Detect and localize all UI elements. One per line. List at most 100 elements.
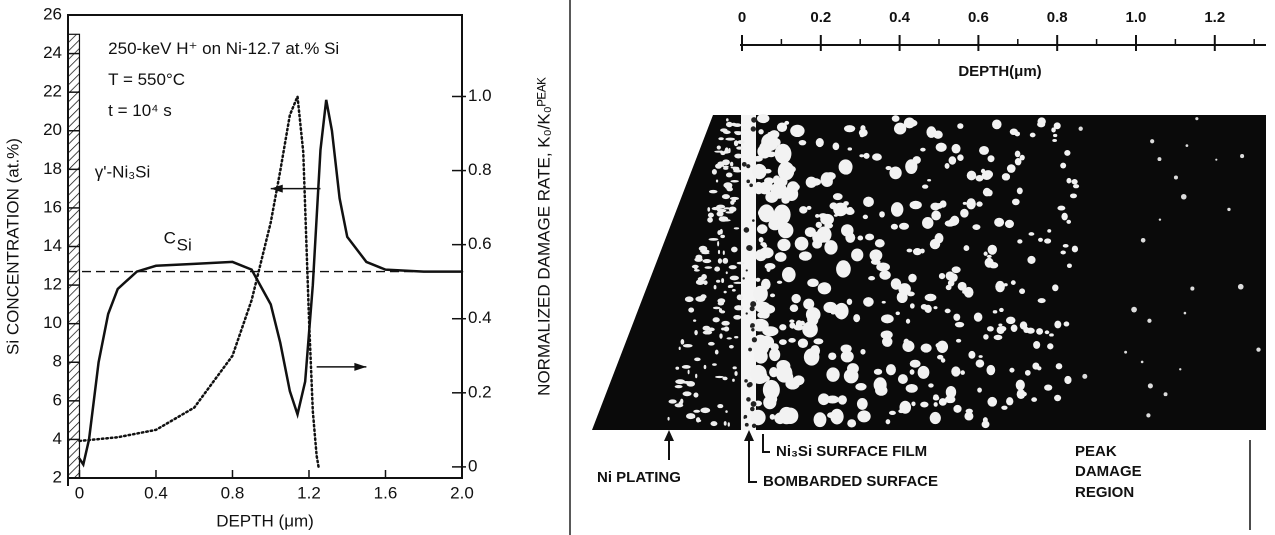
plating-speck: [733, 169, 743, 173]
annotation-arrowhead: [354, 362, 367, 371]
precipitate: [797, 338, 809, 349]
precipitate: [863, 297, 874, 307]
precipitate: [1053, 122, 1061, 130]
precipitate: [908, 119, 918, 127]
annotation-arrow: [748, 434, 757, 483]
precipitate: [948, 156, 957, 165]
y2-tick-label: 0.6: [468, 234, 492, 253]
plating-speck: [721, 278, 725, 284]
plating-speck: [702, 330, 713, 335]
precipitate: [776, 359, 791, 372]
precipitate: [755, 277, 761, 282]
precipitate: [833, 214, 838, 217]
plating-speck: [724, 184, 733, 190]
precipitate: [804, 227, 816, 238]
precipitate: [777, 161, 795, 181]
precipitate: [987, 244, 997, 255]
precipitate: [840, 350, 854, 363]
precipitate: [1005, 316, 1016, 325]
precipitate: [1021, 391, 1027, 397]
plating-speck: [724, 148, 729, 154]
precipitate: [843, 201, 849, 206]
peak-speck: [1215, 158, 1218, 161]
precipitate: [753, 288, 766, 298]
plating-speck: [722, 376, 728, 381]
plating-speck: [714, 266, 721, 272]
precipitate: [759, 376, 768, 383]
precipitate: [1032, 362, 1040, 370]
precipitate: [988, 262, 999, 269]
precipitate: [983, 187, 991, 197]
plating-speck: [693, 269, 700, 272]
plating-speck: [731, 289, 736, 292]
peak-speck: [1131, 306, 1137, 313]
plating-speck: [728, 206, 737, 213]
plating-speck: [720, 151, 726, 156]
precipitate: [843, 125, 856, 133]
precipitate: [769, 413, 776, 420]
plating-speck: [729, 275, 739, 281]
precipitate: [790, 124, 805, 138]
plating-speck: [717, 403, 724, 409]
precipitate: [769, 348, 781, 362]
plating-speck: [733, 281, 744, 284]
plating-speck: [717, 301, 725, 306]
precipitate: [909, 359, 921, 368]
annotation: T = 550°C: [108, 70, 185, 89]
precipitate: [803, 348, 820, 366]
precipitate: [813, 412, 827, 428]
surface-speck: [744, 422, 749, 427]
x-tick-label: 1.6: [374, 483, 398, 502]
precipitate: [922, 217, 934, 229]
plating-speck: [695, 417, 701, 423]
precipitate: [769, 367, 779, 378]
precipitate: [807, 278, 819, 288]
plating-speck: [714, 349, 719, 355]
y-tick-label: 26: [43, 4, 62, 23]
precipitate: [765, 191, 779, 203]
precipitate: [845, 207, 855, 216]
precipitate: [1019, 289, 1024, 294]
precipitate: [908, 273, 917, 283]
precipitate: [933, 306, 938, 310]
plating-speck: [730, 161, 734, 167]
scale-tick-label: 0: [738, 9, 746, 26]
precipitate: [922, 184, 929, 189]
precipitate: [1044, 238, 1052, 244]
plating-speck: [693, 265, 698, 270]
precipitate: [1009, 367, 1015, 373]
plating-speck: [668, 399, 677, 404]
plating-speck: [712, 306, 721, 310]
precipitate: [953, 313, 961, 321]
plating-speck: [716, 145, 721, 150]
precipitate: [920, 147, 926, 152]
precipitate: [976, 201, 983, 207]
precipitate: [960, 208, 969, 218]
plating-speck: [725, 137, 736, 141]
precipitate: [1061, 212, 1068, 221]
precipitate: [773, 210, 784, 223]
precipitate: [815, 221, 823, 228]
surface-speck: [741, 161, 747, 167]
precipitate: [906, 248, 913, 253]
plating-speck: [703, 364, 707, 370]
precipitate: [998, 323, 1003, 327]
precipitate: [820, 213, 834, 226]
precipitate: [1069, 193, 1077, 199]
precipitate: [853, 314, 861, 323]
plating-speck: [711, 169, 717, 175]
precipitate: [807, 313, 819, 326]
precipitate: [927, 179, 932, 182]
precipitate: [1071, 179, 1078, 185]
precipitate: [750, 409, 766, 426]
precipitate: [885, 166, 892, 171]
precipitate: [987, 326, 994, 332]
y2-tick-label: 0.2: [468, 382, 492, 401]
precipitate: [803, 298, 815, 310]
precipitate: [964, 411, 974, 421]
plating-speck: [687, 369, 690, 375]
precipitate: [859, 133, 865, 138]
precipitate: [903, 338, 910, 345]
precipitate: [905, 384, 918, 393]
plating-speck: [701, 274, 707, 280]
